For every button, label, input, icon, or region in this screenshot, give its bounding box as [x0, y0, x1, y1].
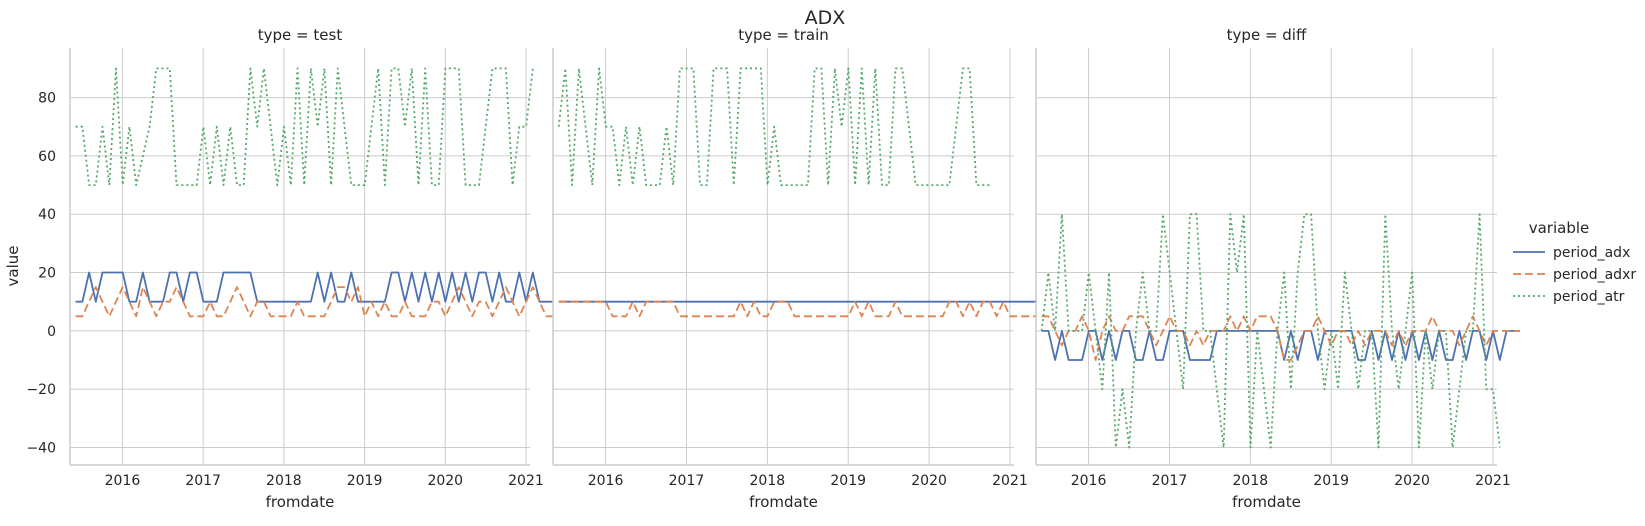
legend-title: variable — [1529, 219, 1590, 237]
legend-label: period_atr — [1553, 289, 1625, 305]
legend: variable period_adx period_adxr period_atr — [1513, 219, 1636, 305]
series-line-period-atr — [75, 67, 534, 187]
x-tick-label: 2017 — [1152, 473, 1188, 489]
facet-panel: type = train 2016 2017 2018 2019 2020 2021 from… — [552, 26, 1037, 511]
x-tick-label: 2021 — [992, 473, 1028, 489]
x-tick-label: 2018 — [1233, 473, 1269, 489]
x-tick-label: 2018 — [750, 473, 786, 489]
x-tick-label: 2016 — [1071, 473, 1107, 489]
y-tick-label: 80 — [38, 91, 56, 107]
y-tick-label: −20 — [26, 382, 56, 398]
x-axis-label: fromdate — [749, 493, 818, 511]
facet-panel: type = diff 2016 2017 2018 2019 2020 2021 fromd… — [1035, 26, 1520, 511]
facet-title: type = diff — [1227, 26, 1307, 44]
y-tick-label: 60 — [38, 149, 56, 165]
x-tick-label: 2019 — [347, 473, 383, 489]
y-tick-label: 40 — [38, 207, 56, 223]
x-tick-label: 2021 — [508, 473, 544, 489]
series-line-period-adx — [75, 271, 553, 303]
legend-label: period_adx — [1553, 245, 1630, 261]
facet-title: type = train — [738, 26, 829, 44]
y-tick-label: −40 — [26, 441, 56, 457]
x-tick-label: 2016 — [105, 473, 141, 489]
y-axis-label: value — [4, 246, 22, 287]
facet-title: type = test — [258, 26, 343, 44]
x-tick-label: 2020 — [1394, 473, 1430, 489]
x-tick-label: 2020 — [427, 473, 463, 489]
series-line-period-atr — [1040, 213, 1501, 449]
series-line-period-adxr — [75, 286, 553, 318]
chart-title: ADX — [805, 7, 846, 29]
y-tick-label: 0 — [47, 324, 56, 340]
panels-group: type = test 2016 2017 2018 2019 2020 2021 fromd… — [26, 26, 1520, 511]
x-tick-label: 2019 — [1313, 473, 1349, 489]
series-line-period-atr — [557, 67, 990, 187]
x-tick-label: 2017 — [185, 473, 221, 489]
x-tick-label: 2016 — [588, 473, 624, 489]
legend-label: period_adxr — [1553, 267, 1636, 283]
x-axis-label: fromdate — [1232, 493, 1301, 511]
x-tick-label: 2017 — [669, 473, 705, 489]
facet-panel: type = test 2016 2017 2018 2019 2020 2021 fromd… — [26, 26, 553, 511]
series-line-period-adxr — [1041, 315, 1520, 361]
x-tick-label: 2018 — [266, 473, 302, 489]
series-line-period-adxr — [558, 300, 1037, 318]
x-tick-label: 2021 — [1475, 473, 1511, 489]
x-tick-label: 2020 — [911, 473, 947, 489]
x-axis-label: fromdate — [266, 493, 335, 511]
x-tick-label: 2019 — [830, 473, 866, 489]
y-tick-label: 20 — [38, 266, 56, 282]
